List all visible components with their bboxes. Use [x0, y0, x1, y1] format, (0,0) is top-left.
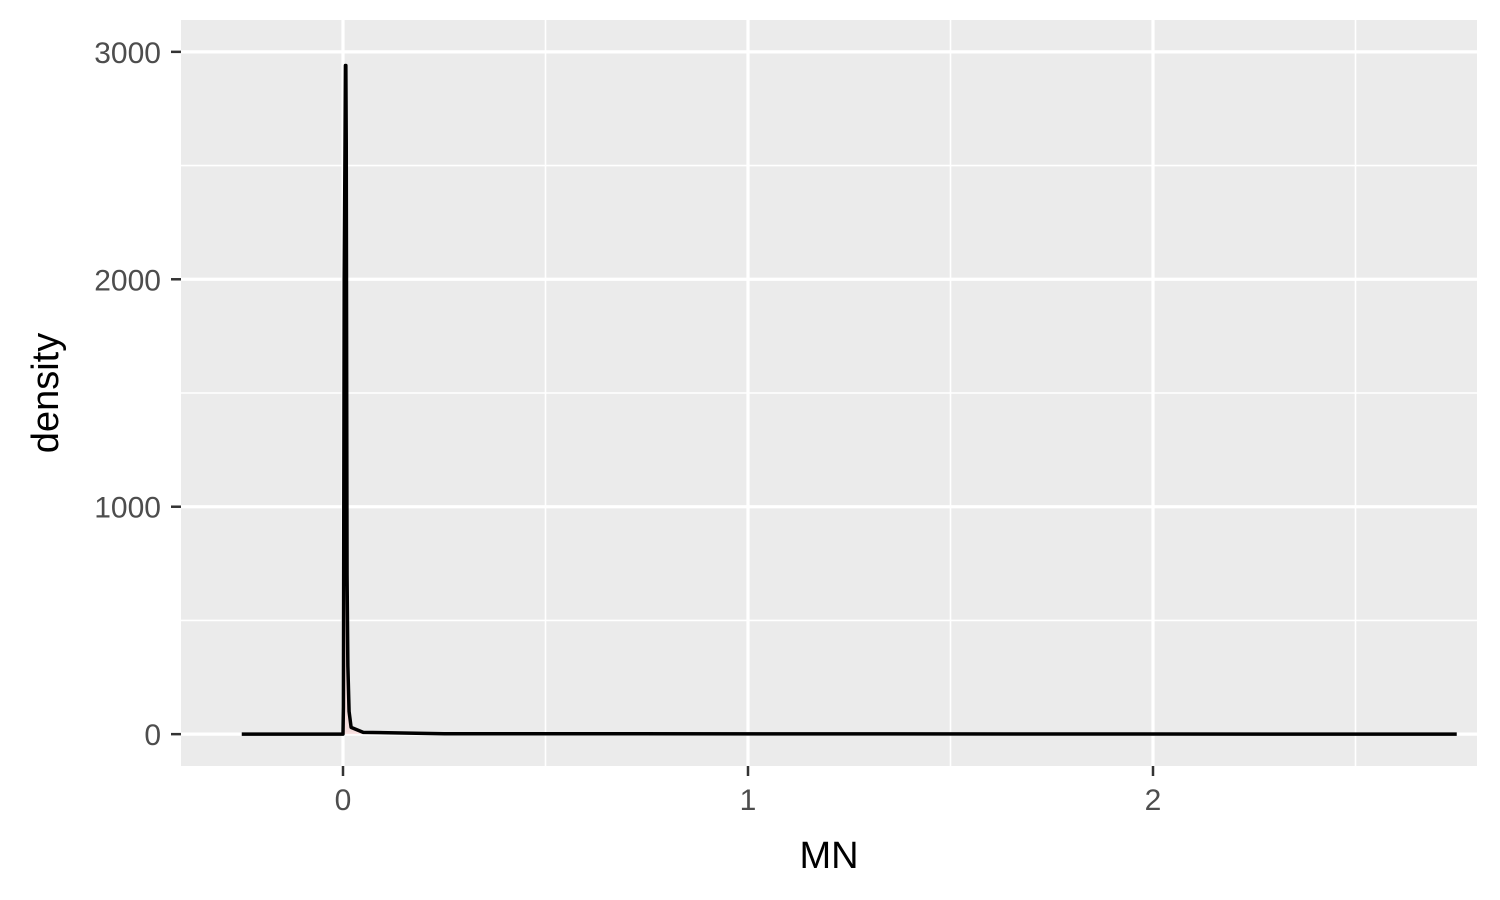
density-series: [241, 63, 1457, 736]
y-tick-label: 1000: [94, 492, 161, 525]
y-tick-label: 2000: [94, 264, 161, 297]
minor-gridlines: [181, 20, 1477, 766]
y-tick-label: 3000: [94, 37, 161, 70]
x-tick-label: 2: [1145, 784, 1162, 817]
x-tick-label: 1: [740, 784, 757, 817]
density-curve-line: [241, 63, 1457, 736]
x-tick-label: 0: [335, 784, 352, 817]
x-axis-title: MN: [799, 835, 858, 877]
y-axis: 0 1000 2000 3000: [94, 37, 181, 752]
y-axis-title: density: [25, 333, 67, 453]
y-tick-label: 0: [144, 719, 161, 752]
x-axis: 0 1 2: [335, 766, 1162, 817]
